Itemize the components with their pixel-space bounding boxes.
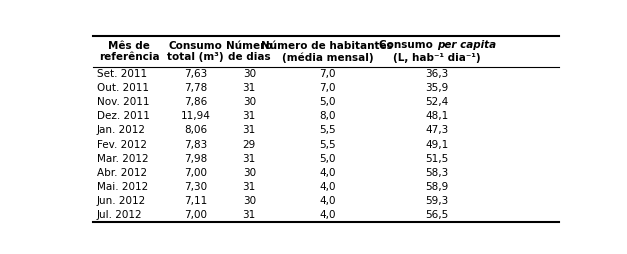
Text: 5,5: 5,5: [319, 140, 335, 150]
Text: Nov. 2011: Nov. 2011: [97, 97, 149, 107]
Text: Consumo
total (m³): Consumo total (m³): [167, 41, 224, 62]
Text: 31: 31: [243, 210, 256, 220]
Text: 7,00: 7,00: [184, 168, 207, 178]
Text: 4,0: 4,0: [319, 168, 335, 178]
Text: 11,94: 11,94: [181, 111, 211, 121]
Text: Jun. 2012: Jun. 2012: [97, 196, 146, 206]
Text: Mar. 2012: Mar. 2012: [97, 154, 149, 164]
Text: Dez. 2011: Dez. 2011: [97, 111, 150, 121]
Text: Jan. 2012: Jan. 2012: [97, 125, 145, 135]
Text: 51,5: 51,5: [425, 154, 448, 164]
Text: 7,30: 7,30: [184, 182, 207, 192]
Text: Abr. 2012: Abr. 2012: [97, 168, 147, 178]
Text: 31: 31: [243, 182, 256, 192]
Text: Número
de dias: Número de dias: [226, 41, 273, 62]
Text: 4,0: 4,0: [319, 210, 335, 220]
Text: Mai. 2012: Mai. 2012: [97, 182, 148, 192]
Text: 58,9: 58,9: [425, 182, 448, 192]
Text: 47,3: 47,3: [425, 125, 448, 135]
Text: Número de habitantes
(média mensal): Número de habitantes (média mensal): [261, 41, 393, 63]
Text: 7,83: 7,83: [184, 140, 207, 150]
Text: 7,0: 7,0: [319, 83, 335, 93]
Text: 7,11: 7,11: [184, 196, 207, 206]
Text: 4,0: 4,0: [319, 182, 335, 192]
Text: Fev. 2012: Fev. 2012: [97, 140, 147, 150]
Text: 30: 30: [243, 196, 256, 206]
Text: 59,3: 59,3: [425, 196, 448, 206]
Text: 8,0: 8,0: [319, 111, 335, 121]
Text: 29: 29: [243, 140, 256, 150]
Text: Consumo: Consumo: [379, 40, 437, 50]
Text: Mês de
referência: Mês de referência: [99, 41, 159, 62]
Text: per capita: per capita: [437, 40, 496, 50]
Text: 5,0: 5,0: [319, 154, 335, 164]
Text: 5,5: 5,5: [319, 125, 335, 135]
Text: 31: 31: [243, 154, 256, 164]
Text: (L, hab⁻¹ dia⁻¹): (L, hab⁻¹ dia⁻¹): [393, 53, 481, 64]
Text: 7,63: 7,63: [184, 69, 207, 79]
Text: 36,3: 36,3: [425, 69, 448, 79]
Text: 7,86: 7,86: [184, 97, 207, 107]
Text: 31: 31: [243, 111, 256, 121]
Text: 7,0: 7,0: [319, 69, 335, 79]
Text: Set. 2011: Set. 2011: [97, 69, 147, 79]
Text: 52,4: 52,4: [425, 97, 448, 107]
Text: 56,5: 56,5: [425, 210, 448, 220]
Text: 4,0: 4,0: [319, 196, 335, 206]
Text: 31: 31: [243, 83, 256, 93]
Text: 30: 30: [243, 168, 256, 178]
Text: 30: 30: [243, 97, 256, 107]
Text: 8,06: 8,06: [184, 125, 207, 135]
Text: 48,1: 48,1: [425, 111, 448, 121]
Text: 35,9: 35,9: [425, 83, 448, 93]
Text: 7,78: 7,78: [184, 83, 207, 93]
Text: Out. 2011: Out. 2011: [97, 83, 149, 93]
Text: Jul. 2012: Jul. 2012: [97, 210, 142, 220]
Text: 7,00: 7,00: [184, 210, 207, 220]
Text: 58,3: 58,3: [425, 168, 448, 178]
Text: 30: 30: [243, 69, 256, 79]
Text: 7,98: 7,98: [184, 154, 207, 164]
Text: 49,1: 49,1: [425, 140, 448, 150]
Text: 5,0: 5,0: [319, 97, 335, 107]
Text: 31: 31: [243, 125, 256, 135]
